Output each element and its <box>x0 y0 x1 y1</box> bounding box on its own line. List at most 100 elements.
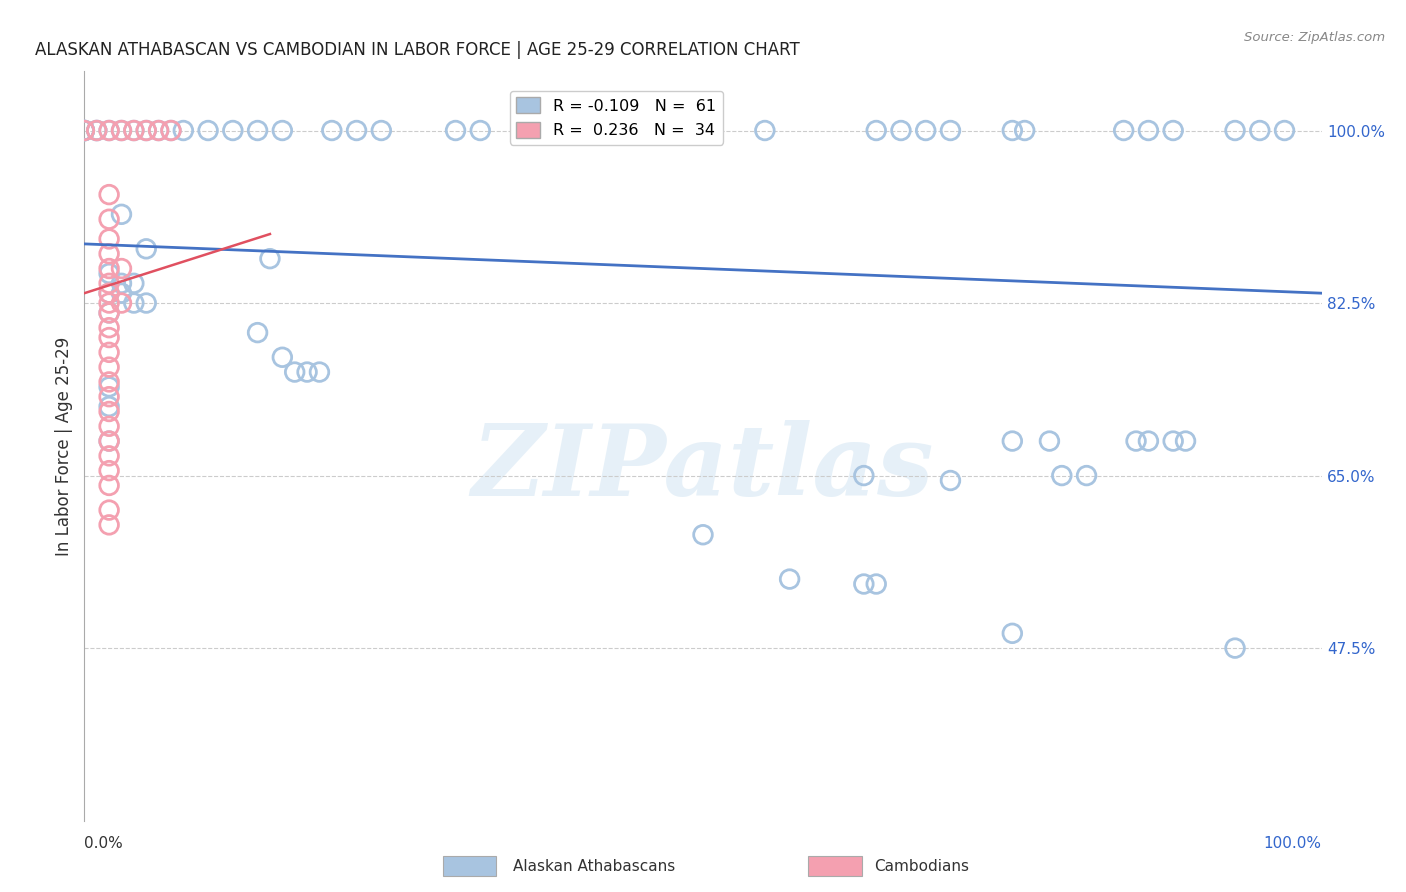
Point <box>98 296 121 310</box>
Point <box>692 527 714 541</box>
Point <box>865 123 887 137</box>
Point <box>222 123 245 137</box>
Point <box>86 123 108 137</box>
Text: ZIPatlas: ZIPatlas <box>472 420 934 516</box>
Point <box>1161 434 1184 448</box>
Point <box>1001 434 1024 448</box>
Point <box>110 123 132 137</box>
Point <box>110 277 132 291</box>
Point <box>122 123 145 137</box>
Point <box>135 123 157 137</box>
Point <box>1223 641 1246 656</box>
Point <box>246 123 269 137</box>
Point <box>308 365 330 379</box>
Point <box>470 123 492 137</box>
Point <box>1161 123 1184 137</box>
Point <box>110 261 132 276</box>
Point <box>1076 468 1098 483</box>
Point <box>197 123 219 137</box>
Point <box>122 123 145 137</box>
Point <box>1001 626 1024 640</box>
Text: 100.0%: 100.0% <box>1264 836 1322 851</box>
Text: ALASKAN ATHABASCAN VS CAMBODIAN IN LABOR FORCE | AGE 25-29 CORRELATION CHART: ALASKAN ATHABASCAN VS CAMBODIAN IN LABOR… <box>35 41 800 59</box>
Point <box>98 261 121 276</box>
Point <box>98 345 121 359</box>
Point <box>98 123 121 137</box>
Point <box>98 449 121 463</box>
Point <box>86 123 108 137</box>
Point <box>1038 434 1060 448</box>
Point <box>98 123 121 137</box>
Point <box>98 306 121 320</box>
Legend: R = -0.109   N =  61, R =  0.236   N =  34: R = -0.109 N = 61, R = 0.236 N = 34 <box>510 91 723 145</box>
Point <box>939 123 962 137</box>
Point <box>98 390 121 404</box>
Point <box>1223 123 1246 137</box>
Point <box>779 572 801 586</box>
Point <box>1001 123 1024 137</box>
Point <box>295 365 318 379</box>
Point <box>160 123 183 137</box>
Point <box>148 123 170 137</box>
Point <box>1112 123 1135 137</box>
Point <box>73 123 96 137</box>
Text: Source: ZipAtlas.com: Source: ZipAtlas.com <box>1244 31 1385 45</box>
Point <box>98 212 121 227</box>
Point <box>370 123 392 137</box>
Point <box>852 468 875 483</box>
Point <box>122 296 145 310</box>
Point <box>1125 434 1147 448</box>
Point <box>1137 123 1160 137</box>
Point <box>1174 434 1197 448</box>
Point <box>1050 468 1073 483</box>
Point <box>98 375 121 389</box>
Point <box>98 320 121 334</box>
Point <box>98 503 121 517</box>
Point <box>852 577 875 591</box>
Point <box>865 577 887 591</box>
Point <box>98 267 121 281</box>
Point <box>98 360 121 375</box>
Point <box>98 277 121 291</box>
Point <box>135 296 157 310</box>
Point <box>98 246 121 260</box>
Point <box>110 123 132 137</box>
Point <box>98 478 121 492</box>
Point <box>73 123 96 137</box>
Point <box>110 207 132 221</box>
Point <box>73 123 96 137</box>
Point <box>346 123 368 137</box>
Point <box>110 286 132 301</box>
Point <box>1014 123 1036 137</box>
Point <box>1274 123 1296 137</box>
Point <box>86 123 108 137</box>
Point <box>98 232 121 246</box>
Text: 0.0%: 0.0% <box>84 836 124 851</box>
Point <box>110 296 132 310</box>
Point <box>914 123 936 137</box>
Point <box>122 277 145 291</box>
Point <box>259 252 281 266</box>
Point <box>246 326 269 340</box>
Text: Alaskan Athabascans: Alaskan Athabascans <box>513 859 675 873</box>
Point <box>1249 123 1271 137</box>
Point <box>1137 434 1160 448</box>
Point <box>271 123 294 137</box>
Point <box>890 123 912 137</box>
Point <box>98 517 121 532</box>
Point <box>98 380 121 394</box>
Point <box>98 187 121 202</box>
Point <box>98 330 121 344</box>
Point <box>98 306 121 320</box>
Point <box>98 286 121 301</box>
Point <box>98 434 121 448</box>
Point <box>172 123 194 137</box>
Point <box>98 434 121 448</box>
Point <box>135 242 157 256</box>
Point <box>939 474 962 488</box>
Point <box>160 123 183 137</box>
Point <box>98 400 121 414</box>
Text: Cambodians: Cambodians <box>875 859 970 873</box>
Point <box>98 464 121 478</box>
Point <box>271 351 294 365</box>
